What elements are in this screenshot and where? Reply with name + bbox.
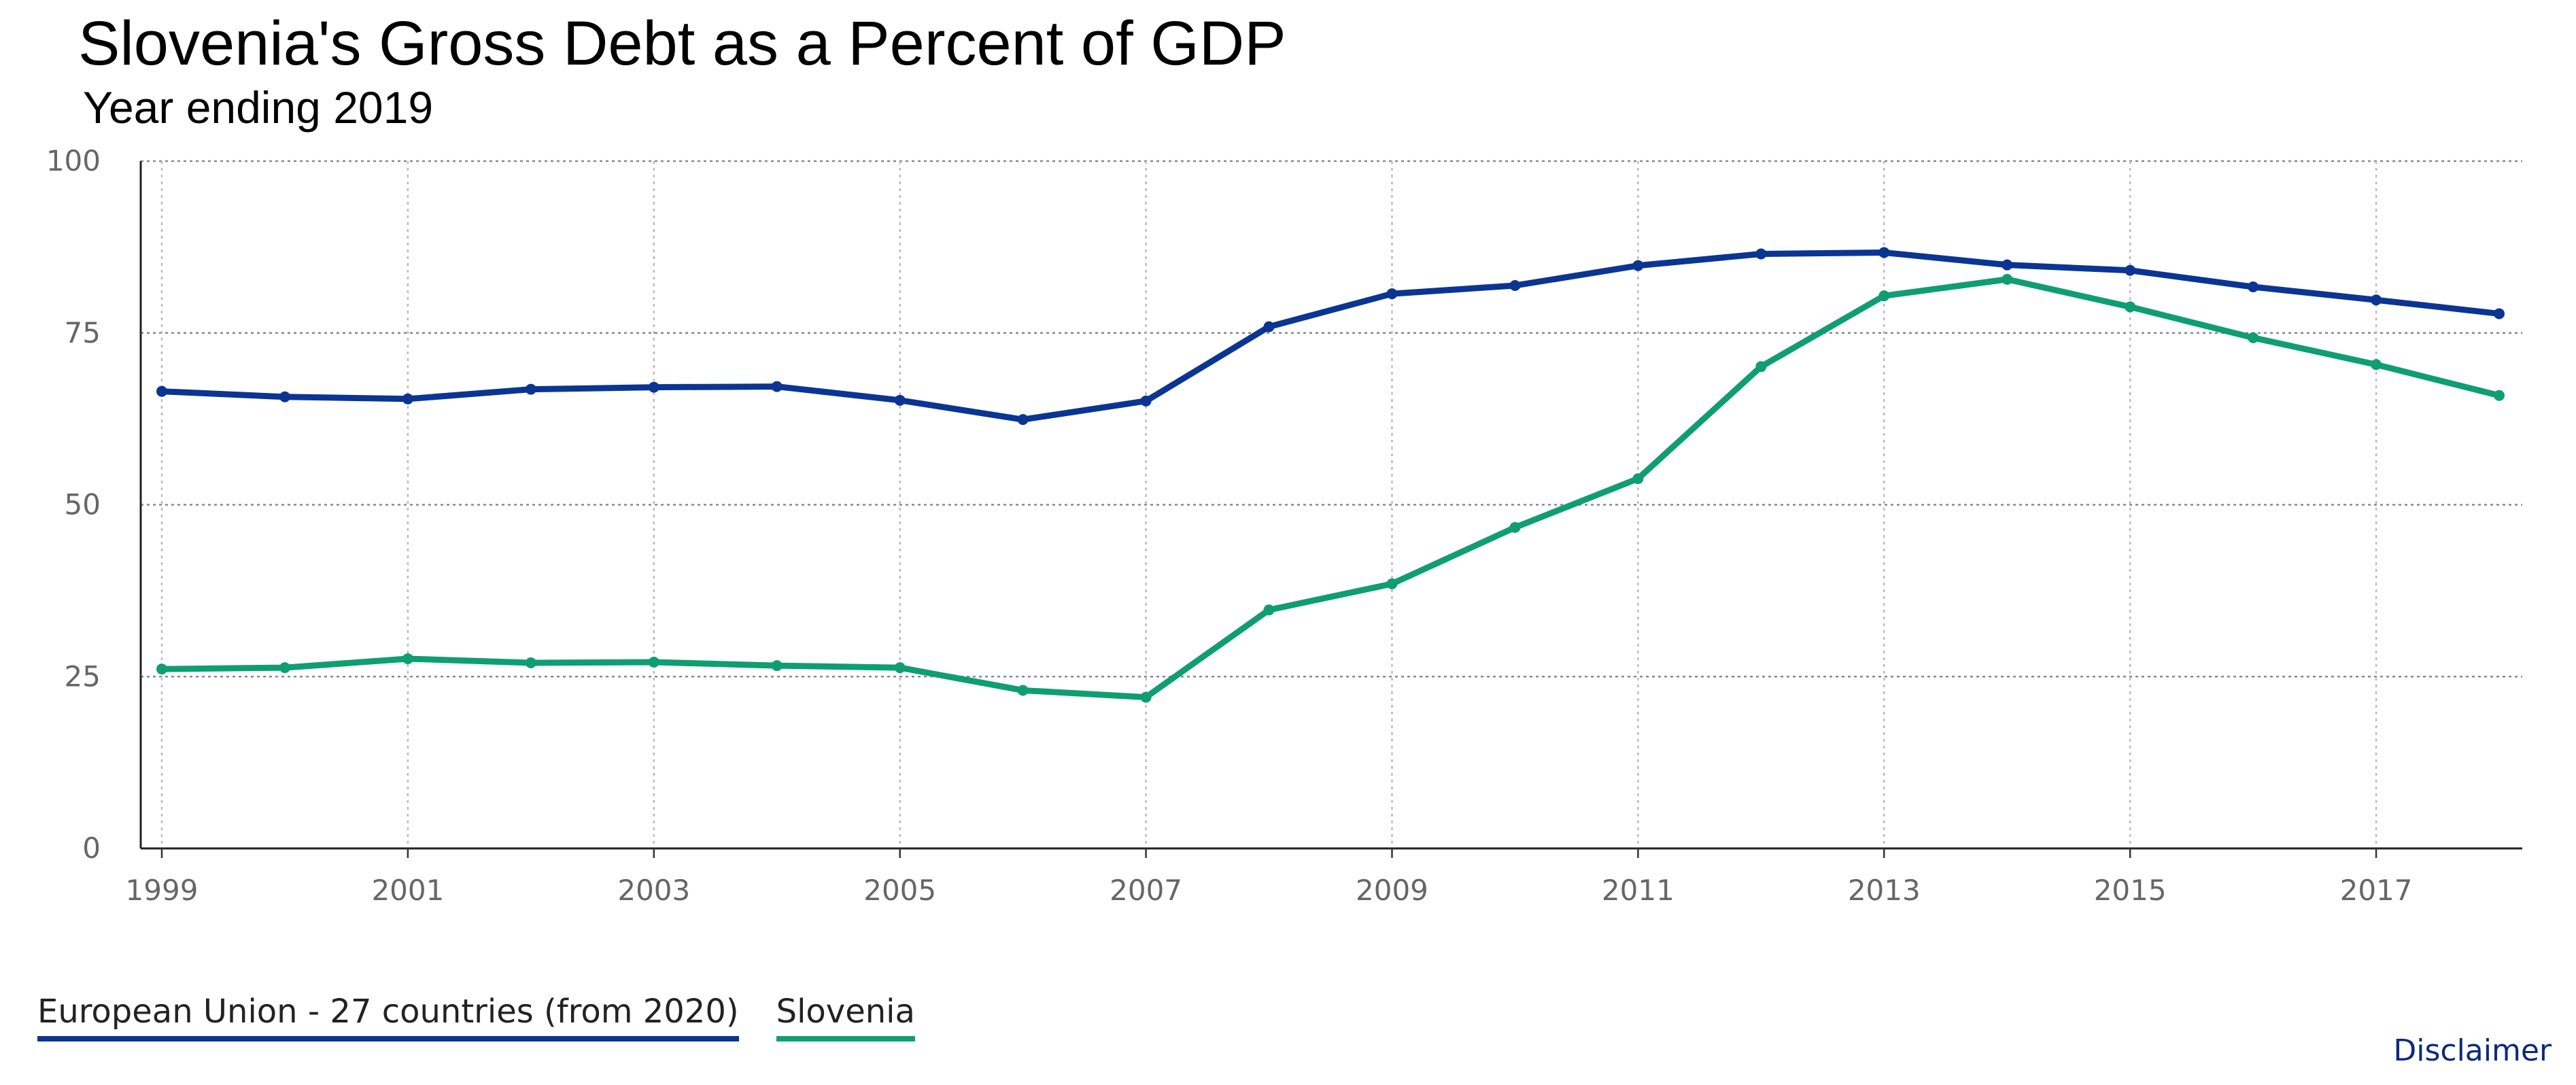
data-point[interactable] <box>2371 294 2382 306</box>
data-point[interactable] <box>2002 273 2013 285</box>
data-point[interactable] <box>648 657 659 668</box>
x-tick-label: 2007 <box>1110 874 1182 907</box>
data-point[interactable] <box>156 385 167 397</box>
x-tick-label: 2013 <box>1848 874 1921 907</box>
data-point[interactable] <box>1263 604 1275 616</box>
chart-subtitle: Year ending 2019 <box>83 82 434 133</box>
x-tick-label: 2011 <box>1602 874 1675 907</box>
data-point[interactable] <box>894 662 906 674</box>
data-point[interactable] <box>1878 247 1890 258</box>
data-point[interactable] <box>1140 395 1152 407</box>
data-point[interactable] <box>1632 260 1644 271</box>
x-tick-label: 2003 <box>617 874 690 907</box>
data-point[interactable] <box>1017 685 1029 696</box>
x-tick-label: 1999 <box>126 874 199 907</box>
data-point[interactable] <box>1386 578 1398 589</box>
series-lines <box>156 247 2505 703</box>
data-point[interactable] <box>1755 248 1767 260</box>
data-point[interactable] <box>1755 361 1767 373</box>
legend-item-european-union[interactable]: European Union - 27 countries (from 2020… <box>37 993 739 1041</box>
legend: European Union - 27 countries (from 2020… <box>37 993 915 1041</box>
data-point[interactable] <box>156 664 167 675</box>
data-point[interactable] <box>2125 301 2136 313</box>
data-point[interactable] <box>279 391 290 402</box>
y-tick-label: 25 <box>65 659 101 693</box>
data-point[interactable] <box>771 381 783 392</box>
x-tick-label: 2017 <box>2340 874 2413 907</box>
data-point[interactable] <box>1140 691 1152 703</box>
data-point[interactable] <box>2494 390 2505 401</box>
data-point[interactable] <box>648 381 659 393</box>
y-tick-label: 50 <box>65 488 101 521</box>
series-european-union <box>156 247 2505 426</box>
grid-lines <box>141 160 2522 848</box>
data-point[interactable] <box>1017 414 1029 426</box>
data-point[interactable] <box>2125 264 2136 276</box>
data-point[interactable] <box>771 660 783 672</box>
data-point[interactable] <box>1878 290 1890 302</box>
x-axis-ticks: 1999 2001 2003 2005 2007 2009 2011 2013 2015 2017 <box>126 848 2413 907</box>
data-point[interactable] <box>1263 321 1275 332</box>
data-point[interactable] <box>2248 281 2259 293</box>
x-tick-label: 2009 <box>1356 874 1428 907</box>
y-tick-label: 75 <box>65 316 101 349</box>
y-axis-ticks: 0 25 50 75 100 <box>46 144 101 865</box>
axes <box>139 161 2522 850</box>
data-point[interactable] <box>2371 359 2382 371</box>
x-tick-label: 2001 <box>371 874 444 907</box>
line-chart: 0 25 50 75 100 1999 2001 2003 2005 2007 2009 2011 2… <box>46 144 2522 907</box>
chart-title: Slovenia's Gross Debt as a Percent of GD… <box>78 9 1286 78</box>
data-point[interactable] <box>2494 308 2505 320</box>
data-point[interactable] <box>1632 473 1644 485</box>
data-point[interactable] <box>2002 259 2013 271</box>
data-point[interactable] <box>402 653 413 664</box>
data-point[interactable] <box>1509 279 1521 291</box>
y-tick-label: 100 <box>46 144 101 177</box>
y-tick-label: 0 <box>82 831 101 865</box>
data-point[interactable] <box>2248 332 2259 343</box>
x-tick-label: 2005 <box>863 874 936 907</box>
data-point[interactable] <box>1386 288 1398 300</box>
data-point[interactable] <box>894 394 906 406</box>
data-point[interactable] <box>279 662 290 674</box>
data-point[interactable] <box>1509 521 1521 533</box>
x-tick-label: 2015 <box>2094 874 2167 907</box>
disclaimer-link[interactable]: Disclaimer <box>2393 1033 2552 1068</box>
series-slovenia <box>156 273 2505 703</box>
series-line <box>158 276 2503 701</box>
legend-item-slovenia[interactable]: Slovenia <box>776 993 915 1041</box>
data-point[interactable] <box>525 657 536 669</box>
series-line <box>158 249 2503 423</box>
data-point[interactable] <box>402 393 413 404</box>
data-point[interactable] <box>525 383 536 395</box>
